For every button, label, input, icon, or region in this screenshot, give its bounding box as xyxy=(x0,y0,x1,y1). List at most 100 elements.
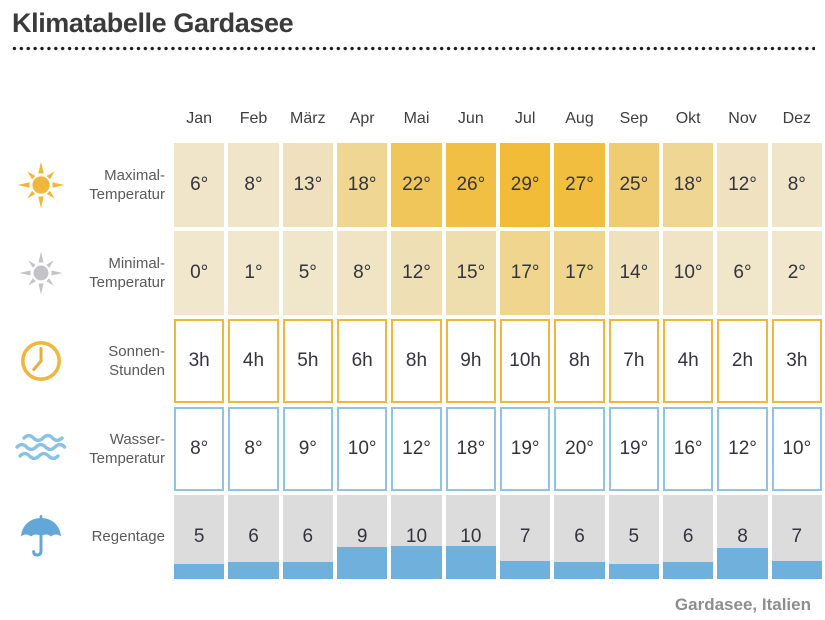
value-cell: 2° xyxy=(771,231,822,315)
clock-icon xyxy=(12,338,70,384)
rain-bar xyxy=(391,546,442,579)
row-label-sun-hours: Sonnen- Stunden xyxy=(12,319,170,403)
row-label-min-temp: Minimal- Temperatur xyxy=(12,231,170,315)
table-corner xyxy=(12,99,170,139)
value-cell: 17° xyxy=(499,231,551,315)
label-line: Temperatur xyxy=(89,186,165,203)
value-cell: 8° xyxy=(174,407,225,491)
value-cell: 9° xyxy=(282,407,333,491)
month-header: Dez xyxy=(782,110,812,127)
value-cell: 8° xyxy=(336,231,388,315)
month-header: Okt xyxy=(675,110,701,127)
value-cell: 6° xyxy=(174,143,225,227)
value-cell: 29° xyxy=(499,143,551,227)
value-cell: 22° xyxy=(391,143,442,227)
rain-bar xyxy=(662,562,714,579)
value-cell: 4h xyxy=(228,319,279,403)
rain-bar xyxy=(717,548,768,579)
value-cell: 19° xyxy=(608,407,659,491)
value-cell: 17° xyxy=(554,231,605,315)
value-cell: 4h xyxy=(662,319,714,403)
month-header: März xyxy=(290,110,326,127)
value-cell: 10° xyxy=(662,231,714,315)
value-cell: 6 xyxy=(554,495,605,579)
rain-days-value: 5 xyxy=(193,526,205,547)
value-cell: 6 xyxy=(282,495,333,579)
value-cell: 18° xyxy=(445,407,496,491)
row-label-text: Maximal- Temperatur xyxy=(70,166,170,205)
value-cell: 5° xyxy=(282,231,333,315)
value-cell: 18° xyxy=(662,143,714,227)
value-cell: 8° xyxy=(228,143,279,227)
value-cell: 0° xyxy=(174,231,225,315)
rain-days-value: 6 xyxy=(302,526,314,547)
rain-bar xyxy=(499,561,551,579)
value-cell: 12° xyxy=(391,231,442,315)
value-cell: 8h xyxy=(391,319,442,403)
climate-table: Jan Feb März Apr Mai Jun Jul Aug Sep Okt… xyxy=(12,99,822,579)
value-cell: 3h xyxy=(771,319,822,403)
page-title: Klimatabelle Gardasee xyxy=(12,8,294,38)
value-cell: 9 xyxy=(336,495,388,579)
value-cell: 6h xyxy=(336,319,388,403)
label-line: Temperatur xyxy=(89,274,165,291)
sun-icon xyxy=(12,160,70,210)
value-cell: 12° xyxy=(717,407,768,491)
label-line: Sonnen- xyxy=(108,342,165,360)
month-header: Jun xyxy=(457,110,484,127)
value-cell: 10h xyxy=(499,319,551,403)
rain-days-value: 6 xyxy=(574,526,585,547)
value-cell: 6° xyxy=(717,231,768,315)
value-cell: 15° xyxy=(445,231,496,315)
value-cell: 7 xyxy=(499,495,551,579)
dotted-rule xyxy=(11,46,815,51)
value-cell: 18° xyxy=(336,143,388,227)
rain-bar xyxy=(174,564,225,579)
value-cell: 10 xyxy=(391,495,442,579)
waves-icon xyxy=(12,431,70,467)
row-label-rain-days: Regentage xyxy=(12,495,170,579)
value-cell: 25° xyxy=(608,143,659,227)
label-line: Minimal- xyxy=(108,254,165,272)
rain-bar xyxy=(608,564,659,579)
value-cell: 10° xyxy=(771,407,822,491)
row-label-water-temp: Wasser- Temperatur xyxy=(12,407,170,491)
rain-bar xyxy=(554,562,605,579)
rain-days-value: 8 xyxy=(737,526,748,547)
value-cell: 7 xyxy=(771,495,822,579)
value-cell: 13° xyxy=(282,143,333,227)
label-line: Stunden xyxy=(109,362,165,379)
label-line: Regentage xyxy=(91,528,165,546)
month-header: Jul xyxy=(514,110,536,127)
value-cell: 5 xyxy=(174,495,225,579)
value-cell: 27° xyxy=(554,143,605,227)
month-header: Mai xyxy=(403,110,430,127)
value-cell: 8h xyxy=(554,319,605,403)
value-cell: 26° xyxy=(445,143,496,227)
value-cell: 2h xyxy=(717,319,768,403)
row-label-text: Wasser- Temperatur xyxy=(70,430,170,469)
rain-days-value: 6 xyxy=(682,526,694,547)
month-header: Nov xyxy=(728,110,757,127)
month-header: Apr xyxy=(349,110,375,127)
value-cell: 7h xyxy=(608,319,659,403)
row-label-max-temp: Maximal- Temperatur xyxy=(12,143,170,227)
row-label-text: Minimal- Temperatur xyxy=(70,254,170,293)
value-cell: 3h xyxy=(174,319,225,403)
value-cell: 6 xyxy=(662,495,714,579)
label-line: Temperatur xyxy=(89,450,165,467)
value-cell: 20° xyxy=(554,407,605,491)
rain-bar xyxy=(445,546,496,579)
value-cell: 8° xyxy=(771,143,822,227)
row-label-text: Sonnen- Stunden xyxy=(70,342,170,381)
rain-bar xyxy=(336,547,388,579)
value-cell: 16° xyxy=(662,407,714,491)
umbrella-icon xyxy=(12,513,70,561)
value-cell: 1° xyxy=(228,231,279,315)
rain-days-value: 10 xyxy=(405,526,428,547)
value-cell: 8 xyxy=(717,495,768,579)
rain-bar xyxy=(282,562,333,579)
rain-days-value: 6 xyxy=(248,526,259,547)
rain-days-value: 7 xyxy=(519,526,531,547)
